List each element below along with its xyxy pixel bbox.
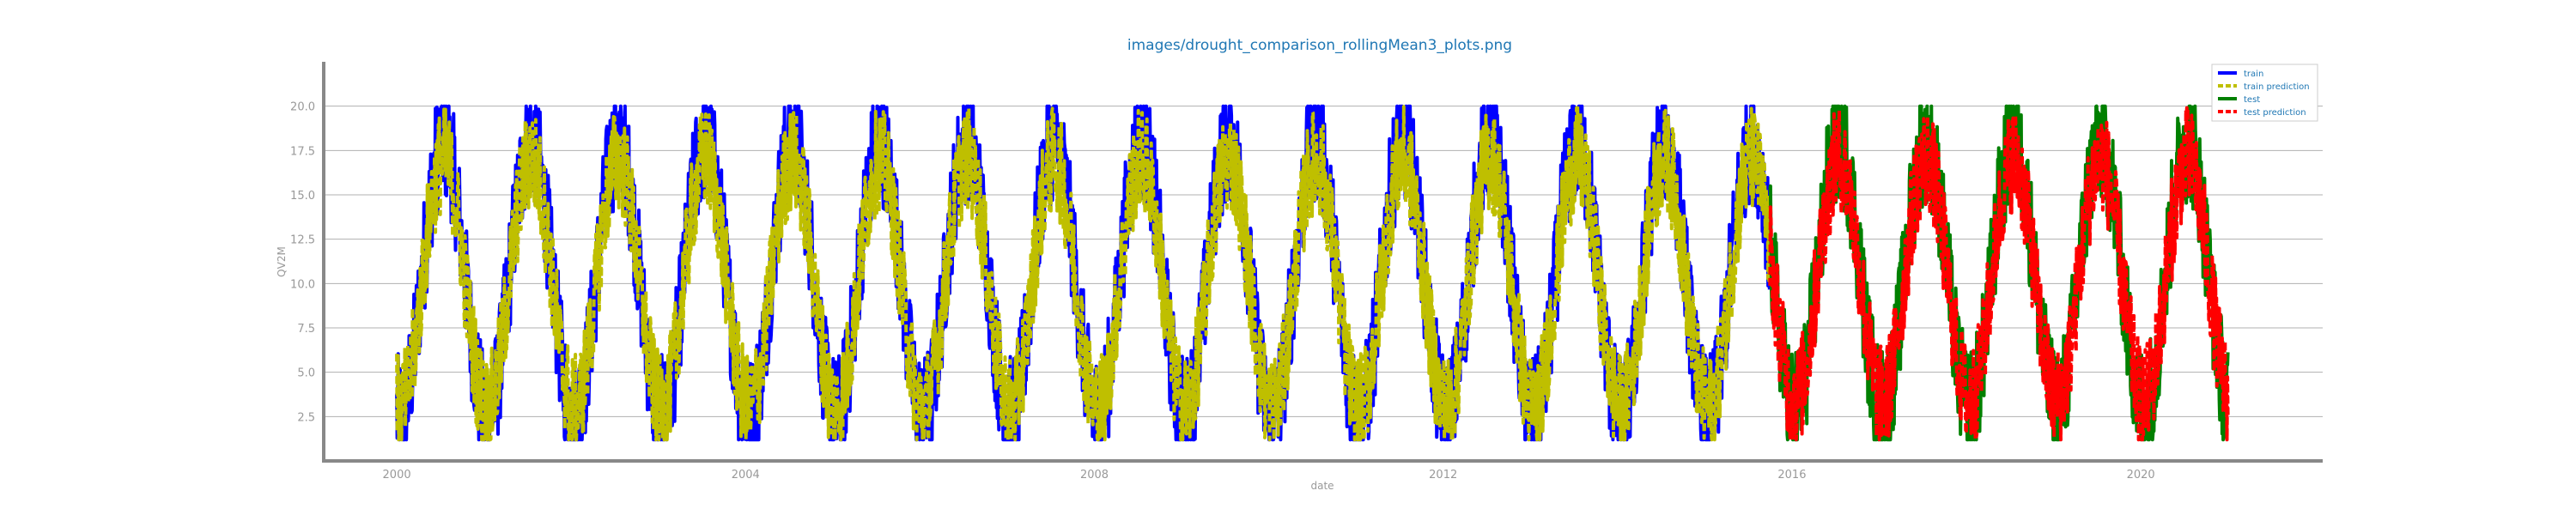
y-tick-label: 20.0 bbox=[290, 101, 315, 114]
y-tick-label: 17.5 bbox=[290, 145, 315, 158]
series-line-train-prediction bbox=[395, 104, 1771, 442]
x-tick-label: 2004 bbox=[732, 469, 760, 482]
plot-area bbox=[395, 104, 2230, 442]
x-axis-label: date bbox=[1310, 480, 1334, 492]
legend-label: train prediction bbox=[2244, 82, 2310, 92]
y-tick-label: 15.0 bbox=[290, 190, 315, 203]
x-tick-label: 2000 bbox=[383, 469, 411, 482]
series-line-test-prediction bbox=[1768, 106, 2230, 442]
x-tick-label: 2016 bbox=[1777, 469, 1806, 482]
legend: train train prediction test test prediction bbox=[2211, 64, 2318, 122]
x-tick-label: 2008 bbox=[1080, 469, 1109, 482]
y-tick-label: 5.0 bbox=[297, 367, 315, 380]
y-tick-label: 10.0 bbox=[290, 278, 315, 291]
y-axis-label: QV2M bbox=[276, 246, 288, 277]
x-tick-label: 2020 bbox=[2127, 469, 2155, 482]
x-tick-label: 2012 bbox=[1429, 469, 1457, 482]
y-tick-label: 12.5 bbox=[290, 234, 315, 247]
legend-label: test prediction bbox=[2244, 108, 2306, 118]
y-tick-label: 2.5 bbox=[297, 411, 315, 424]
chart-title: images/drought_comparison_rollingMean3_p… bbox=[1127, 37, 1512, 54]
y-tick-label: 7.5 bbox=[297, 323, 315, 336]
y-axis-ticks: 2.5 5.0 7.5 10.0 12.5 15.0 17.5 20.0 bbox=[290, 101, 315, 425]
legend-label: test bbox=[2244, 95, 2260, 105]
legend-label: train bbox=[2244, 70, 2263, 79]
x-axis-ticks: 2000 2004 2008 2012 2016 2020 bbox=[383, 469, 2155, 482]
